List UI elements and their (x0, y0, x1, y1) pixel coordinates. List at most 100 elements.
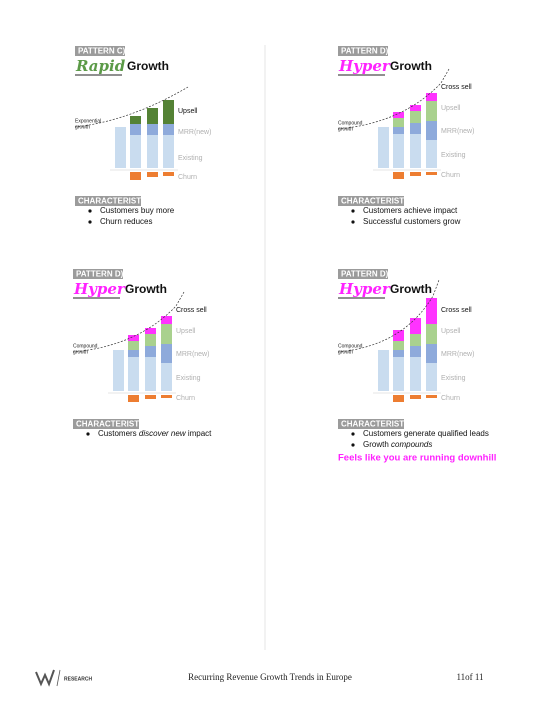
legend-label: MRR(new) (176, 351, 209, 358)
characteristics-heading: CHARACTERISTICS (76, 420, 153, 429)
bar-segment (113, 350, 124, 391)
legend-label: Existing (441, 152, 466, 159)
legend-label: Cross sell (176, 307, 207, 314)
pattern-label: PATTERN D) (341, 47, 389, 56)
bullet-text: Customers generate qualified leads (363, 429, 489, 438)
footer-title: Recurring Revenue Growth Trends in Europ… (188, 672, 352, 682)
bar-segment (426, 395, 437, 398)
characteristics-heading: CHARACTERISTICS (78, 197, 155, 206)
bar-segment (426, 93, 437, 101)
bar-segment (393, 395, 404, 402)
bullet-dot (351, 443, 355, 447)
pattern-panel: PATTERN D)Hyper GrowthCompoundgrowthCross… (337, 46, 474, 226)
bar-segment (128, 341, 139, 350)
bullet-part: Growth (363, 440, 391, 449)
bar-segment (378, 350, 389, 391)
legend-label: Upsell (441, 105, 461, 112)
annotation: growth (73, 349, 88, 355)
bar-segment (393, 134, 404, 168)
bar-segment (145, 346, 156, 357)
bullet-part: discover new (139, 429, 187, 438)
bar-segment (378, 127, 389, 168)
logo-mark (35, 669, 55, 687)
trend-curve (72, 291, 185, 353)
bullet-part: Customers buy more (100, 206, 175, 215)
bar-segment (410, 105, 421, 111)
bar-segment (145, 395, 156, 399)
bar-segment (147, 172, 158, 177)
bar-segment (426, 344, 437, 363)
bar-segment (161, 344, 172, 363)
bullet-text: Customers buy more (100, 206, 175, 215)
bullet-text: Successful customers grow (363, 217, 461, 226)
legend-label: Existing (441, 375, 466, 382)
pattern-label-box (338, 46, 388, 56)
title-word: Growth (127, 59, 169, 73)
bar-segment (393, 341, 404, 350)
bar-segment (128, 335, 139, 341)
bar-segment (426, 140, 437, 168)
bar-segment (393, 330, 404, 341)
title-word: Growth (390, 59, 432, 73)
bar-segment (147, 108, 158, 124)
trend-curve (337, 279, 440, 353)
legend-label: Upsell (441, 328, 461, 335)
characteristics-box (338, 196, 404, 206)
pattern-panel: PATTERN D)Hyper GrowthCompoundgrowthCross… (72, 269, 212, 438)
pattern-label-box (338, 269, 388, 279)
footer: RESEARCH Recurring Revenue Growth Trends… (35, 669, 484, 687)
bar-segment (147, 124, 158, 135)
pattern-panel: PATTERN D)Hyper GrowthCompoundgrowthCross… (337, 269, 496, 464)
bar-segment (426, 172, 437, 175)
legend-label: MRR(new) (441, 351, 474, 358)
bar-segment (161, 324, 172, 344)
bar-segment (410, 318, 421, 334)
bar-segment (163, 172, 174, 176)
characteristics-box (73, 419, 139, 429)
legend-label: Churn (178, 174, 197, 181)
annotation: growth (338, 349, 353, 355)
logo-slash (56, 669, 61, 687)
bar-segment (128, 350, 139, 357)
annotation: Compound (73, 343, 98, 349)
bullet-dot (88, 220, 92, 224)
bullet-dot (88, 209, 92, 213)
pattern-label: PATTERN D) (341, 270, 389, 279)
bar-segment (147, 135, 158, 168)
bullet-part: Churn reduces (100, 217, 152, 226)
bar-segment (130, 135, 141, 168)
bar-segment (410, 346, 421, 357)
characteristics-heading: CHARACTERISTICS (341, 197, 418, 206)
pattern-label-box (75, 46, 125, 56)
bullet-part: compounds (391, 440, 432, 449)
title-word: Growth (390, 282, 432, 296)
bar-segment (393, 172, 404, 179)
legend-label: Cross sell (441, 307, 472, 314)
bar-segment (161, 363, 172, 391)
bar-segment (410, 357, 421, 391)
bar-segment (163, 124, 174, 135)
bullet-text: Customers discover new impact (98, 429, 212, 438)
bar-segment (145, 328, 156, 334)
style-word: Hyper (338, 57, 391, 75)
bar-segment (145, 334, 156, 346)
bar-segment (426, 363, 437, 391)
bullet-dot (351, 432, 355, 436)
characteristics-box (75, 196, 141, 206)
bar-segment (426, 324, 437, 344)
legend-label: Existing (178, 155, 203, 162)
bar-segment (130, 116, 141, 124)
characteristics-box (338, 419, 404, 429)
legend-label: Upsell (176, 328, 196, 335)
bullet-text: Customers achieve impact (363, 206, 458, 215)
legend-label: MRR(new) (441, 128, 474, 135)
legend-label: Upsell (178, 108, 198, 115)
bar-segment (410, 334, 421, 346)
style-word: Hyper (338, 280, 391, 298)
pattern-label: PATTERN C) (78, 47, 126, 56)
bar-segment (145, 357, 156, 391)
legend-label: Churn (176, 395, 195, 402)
